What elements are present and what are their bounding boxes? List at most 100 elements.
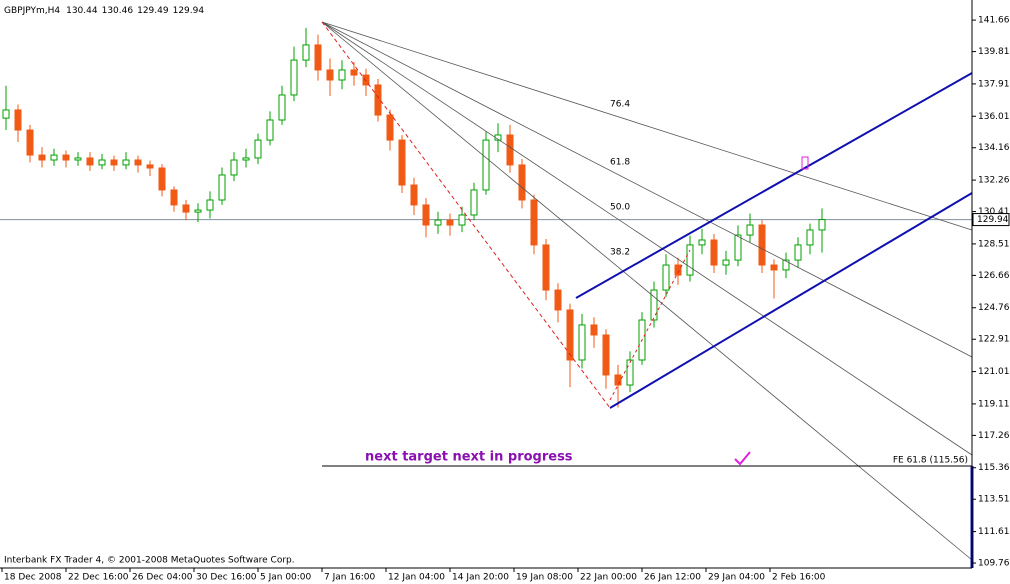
fan-line xyxy=(321,21,973,561)
candle-body xyxy=(74,157,82,161)
candle-body xyxy=(746,224,754,236)
annotation: next target next in progress xyxy=(365,450,573,465)
y-tick-label: 121.01 xyxy=(978,367,1010,377)
candle-body xyxy=(602,334,610,376)
chart-header: GBPJPYm,H4 130.44 130.46 129.49 129.94 xyxy=(4,6,204,16)
candle-body xyxy=(290,59,298,96)
candle-body xyxy=(662,264,670,291)
fan-label: 38.2 xyxy=(610,248,630,258)
candle-body xyxy=(554,289,562,311)
x-tick-label: 26 Dec 04:00 xyxy=(132,573,193,583)
candle-body xyxy=(722,259,730,266)
candle-body xyxy=(230,159,238,176)
header-price: 130.44 xyxy=(66,6,98,16)
candle-body xyxy=(482,139,490,191)
candle-body xyxy=(566,309,574,361)
candle-body xyxy=(218,174,226,201)
x-tick-label: 19 Jan 08:00 xyxy=(516,573,573,583)
y-tick-label: 119.11 xyxy=(978,399,1010,409)
candle-body xyxy=(266,119,274,141)
candle-body xyxy=(350,69,358,76)
candle-body xyxy=(698,239,706,246)
candle-body xyxy=(38,154,46,161)
y-tick-label: 132.26 xyxy=(978,176,1010,186)
header-price: 129.94 xyxy=(173,6,205,16)
x-tick-label: 7 Jan 16:00 xyxy=(324,573,376,583)
chart-title: GBPJPYm,H4 xyxy=(4,6,60,16)
analysis-objects: 76.4 61.8 50.0 38.2 FE 61.8 (115.56) nex… xyxy=(321,21,974,568)
x-tick-label: 5 Jan 00:00 xyxy=(260,573,312,583)
candle-body xyxy=(374,84,382,116)
candle-body xyxy=(542,244,550,291)
candle-body xyxy=(506,134,514,166)
x-tick-label: 29 Jan 04:00 xyxy=(708,573,765,583)
y-tick-label: 141.66 xyxy=(978,16,1010,26)
price-tag xyxy=(972,213,1010,227)
candle-body xyxy=(26,129,34,156)
candle-body xyxy=(182,204,190,213)
candle-body xyxy=(806,229,814,246)
target-label: FE 61.8 (115.56) xyxy=(893,456,968,466)
candle-body xyxy=(50,154,58,161)
fan-base xyxy=(321,21,611,409)
header-price: 130.46 xyxy=(102,6,134,16)
candle-body xyxy=(758,224,766,266)
x-tick-label: 22 Dec 16:00 xyxy=(68,573,129,583)
candle-body xyxy=(122,159,130,166)
y-tick-label: 139.81 xyxy=(978,47,1010,57)
candle-body xyxy=(398,139,406,186)
candle-body xyxy=(650,289,658,321)
candle-body xyxy=(326,69,334,81)
candle-body xyxy=(314,44,322,71)
candle-body xyxy=(2,109,10,119)
candle-body xyxy=(98,159,106,166)
y-tick-label: 124.76 xyxy=(978,303,1010,313)
candle-body xyxy=(674,264,682,276)
candle-body xyxy=(422,204,430,226)
candle-body xyxy=(734,234,742,261)
fan-line xyxy=(321,21,973,456)
candle-body xyxy=(818,219,826,231)
candle-body xyxy=(794,244,802,261)
fan-base xyxy=(609,249,691,401)
candle-body xyxy=(518,164,526,201)
candle-body xyxy=(362,74,370,86)
candle-body xyxy=(530,199,538,246)
candle-body xyxy=(278,94,286,121)
fan-line xyxy=(321,21,973,358)
candle-body xyxy=(146,164,154,169)
header-price: 129.49 xyxy=(137,6,169,16)
x-tick-label: 2 Feb 16:00 xyxy=(772,573,826,583)
y-tick-label: 126.66 xyxy=(978,271,1010,281)
candle-body xyxy=(206,199,214,211)
y-tick-label: 130.41 xyxy=(978,207,1010,217)
candle-body xyxy=(446,219,454,226)
price-tag-label: 129.94 xyxy=(977,215,1009,225)
candle-body xyxy=(86,157,94,166)
x-tick-label: 12 Jan 04:00 xyxy=(388,573,445,583)
candle-body xyxy=(242,157,250,161)
x-tick-label: 18 Dec 2008 xyxy=(4,573,62,583)
candle-body xyxy=(590,324,598,336)
y-tick-label: 128.51 xyxy=(978,239,1010,249)
candle-body xyxy=(782,259,790,271)
fan-line xyxy=(321,21,973,231)
candle-body xyxy=(470,189,478,216)
candle-body xyxy=(194,209,202,213)
y-tick-label: 115.36 xyxy=(978,463,1010,473)
candle-body xyxy=(338,69,346,81)
candle-body xyxy=(770,264,778,271)
y-tick-label: 111.61 xyxy=(978,527,1010,537)
footer: Interbank FX Trader 4, © 2001-2008 MetaQ… xyxy=(4,556,295,566)
fan-label: 50.0 xyxy=(610,203,630,213)
channel-line xyxy=(575,72,973,299)
candle-body xyxy=(578,324,586,361)
y-tick-label: 134.16 xyxy=(978,143,1010,153)
candle-body xyxy=(410,184,418,206)
y-tick-label: 113.51 xyxy=(978,495,1010,505)
candle-body xyxy=(458,214,466,226)
x-tick-label: 14 Jan 20:00 xyxy=(452,573,509,583)
y-tick-label: 117.26 xyxy=(978,431,1010,441)
